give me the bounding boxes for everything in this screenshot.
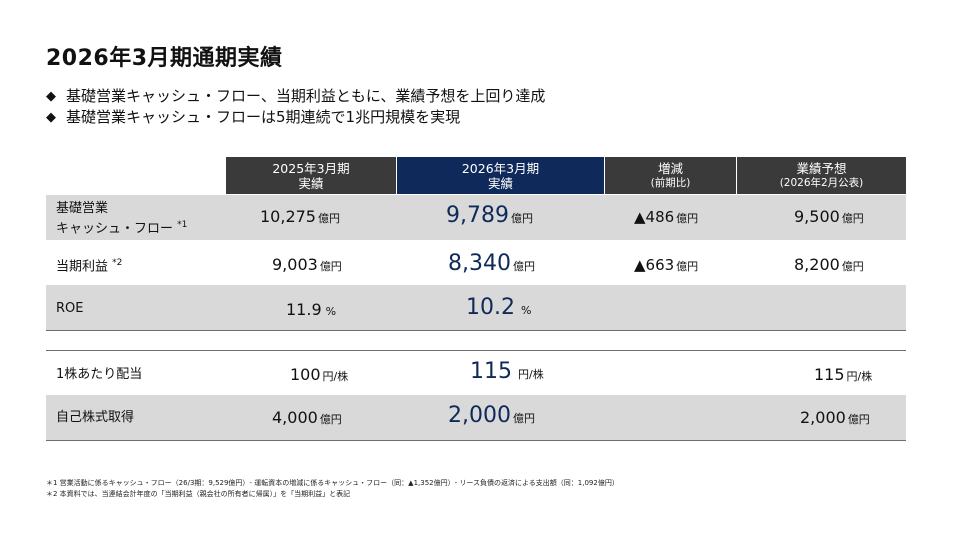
value-unit: 億円 <box>510 212 533 225</box>
value-curr: 9,789 億円 <box>446 203 533 228</box>
summary-bullets: ◆ 基礎営業キャッシュ・フロー、当期利益ともに、業績予想を上回り達成 ◆ 基礎営… <box>46 86 545 128</box>
value-number: 9,500 <box>794 207 840 226</box>
column-header-line2: (2026年2月公表) <box>779 176 864 189</box>
column-header-prev-year: 2025年3月期 実績 <box>226 157 396 194</box>
value-curr: 8,340 億円 <box>448 251 535 276</box>
value-unit: 円/株 <box>846 370 873 383</box>
value-curr: 10.2% <box>466 295 531 320</box>
value-prev: 9,003 億円 <box>272 255 342 274</box>
table-row-dividend: 1株あたり配当 100 円/株 115 円/株 115 円/株 <box>46 350 906 396</box>
value-prev: 11.9% <box>286 300 336 319</box>
value-unit: 億円 <box>512 412 535 425</box>
diamond-bullet-icon: ◆ <box>46 89 56 104</box>
value-prev: 10,275 億円 <box>260 207 340 226</box>
footnote-mark: *1 <box>177 220 188 230</box>
value-unit: 億円 <box>319 413 342 426</box>
row-label-line1: 基礎営業 <box>56 201 109 216</box>
value-forecast: 8,200 億円 <box>794 255 864 274</box>
value-unit: 億円 <box>841 212 864 225</box>
bullet-text: 基礎営業キャッシュ・フロー、当期利益ともに、業績予想を上回り達成 <box>66 87 546 105</box>
value-number: 2,000 <box>800 408 846 427</box>
column-header-forecast: 業績予想 (2026年2月公表) <box>737 157 906 194</box>
column-header-line1: 2025年3月期 <box>272 160 350 176</box>
column-header-line1: 業績予想 <box>796 160 847 176</box>
column-header-change: 増減 (前期比) <box>605 157 736 194</box>
value-unit: % <box>520 304 532 317</box>
footnote-2: ＊2 本資料では、当連結会計年度の「当期利益（親会社の所有者に帰属）」を「当期利… <box>46 490 351 498</box>
value-unit: 億円 <box>847 413 870 426</box>
bullet-item: ◆ 基礎営業キャッシュ・フローは5期連続で1兆円規模を実現 <box>46 107 545 128</box>
value-prev: 100 円/株 <box>290 365 348 384</box>
column-header-line1: 増減 <box>657 160 683 176</box>
footnote-1: ＊1 営業活動に係るキャッシュ・フロー（26/3期：9,529億円）- 運転資本… <box>46 479 619 487</box>
bullet-item: ◆ 基礎営業キャッシュ・フロー、当期利益ともに、業績予想を上回り達成 <box>46 86 545 107</box>
column-header-line1: 2026年3月期 <box>461 160 540 176</box>
value-unit: 億円 <box>676 260 699 273</box>
table-row-net-profit: 当期利益 *2 9,003 億円 8,340 億円 ▲663 億円 8,200 億円 <box>46 240 906 285</box>
value-curr: 2,000 億円 <box>448 403 535 428</box>
value-unit: 億円 <box>319 260 342 273</box>
column-header-line2: 実績 <box>487 175 513 191</box>
row-label-text: キャッシュ・フロー <box>56 221 174 237</box>
row-label-text: 当期利益 <box>56 259 109 275</box>
bullet-text: 基礎営業キャッシュ・フローは5期連続で1兆円規模を実現 <box>66 108 461 126</box>
row-label-line2: キャッシュ・フロー *1 <box>56 217 187 237</box>
value-number: ▲663 <box>634 256 675 274</box>
value-unit: 億円 <box>676 212 699 225</box>
table-row-share-buyback: 自己株式取得 4,000 億円 2,000 億円 2,000 億円 <box>46 395 906 441</box>
value-number: 8,340 <box>448 251 511 276</box>
value-unit: 億円 <box>512 260 535 273</box>
value-number: 8,200 <box>794 255 840 274</box>
diamond-bullet-icon: ◆ <box>46 110 56 125</box>
column-header-curr-year: 2026年3月期 実績 <box>397 157 604 194</box>
value-number: ▲486 <box>634 208 675 226</box>
value-prev: 4,000 億円 <box>272 408 342 427</box>
row-label: ROE <box>56 301 84 316</box>
value-number: 9,789 <box>446 203 509 228</box>
value-change: ▲663 億円 <box>634 256 698 274</box>
row-label: 基礎営業 キャッシュ・フロー *1 <box>56 201 187 237</box>
page-title: 2026年3月期通期実績 <box>46 46 283 71</box>
row-label: 自己株式取得 <box>56 410 135 425</box>
row-label: 1株あたり配当 <box>56 367 143 382</box>
value-change: ▲486 億円 <box>634 208 698 226</box>
table-row-roe: ROE 11.9% 10.2% <box>46 285 906 331</box>
value-unit: % <box>325 305 337 318</box>
value-number: 100 <box>290 365 321 384</box>
value-forecast: 9,500 億円 <box>794 207 864 226</box>
value-number: 4,000 <box>272 408 318 427</box>
value-unit: 億円 <box>841 260 864 273</box>
value-number: 10.2 <box>466 295 515 320</box>
value-number: 2,000 <box>448 403 511 428</box>
value-unit: 億円 <box>317 212 340 225</box>
row-label: 当期利益 *2 <box>56 255 122 275</box>
value-number: 11.9 <box>286 300 322 319</box>
value-number: 115 <box>814 365 845 384</box>
value-number: 9,003 <box>272 255 318 274</box>
value-number: 10,275 <box>260 207 316 226</box>
value-unit: 円/株 <box>518 368 544 381</box>
footnote-mark: *2 <box>112 258 123 268</box>
value-forecast: 115 円/株 <box>814 365 872 384</box>
table-row-operating-cf: 基礎営業 キャッシュ・フロー *1 10,275 億円 9,789 億円 ▲486 億… <box>46 195 906 240</box>
column-header-line2: (前期比) <box>650 176 691 189</box>
value-unit: 円/株 <box>322 370 349 383</box>
value-forecast: 2,000 億円 <box>800 408 870 427</box>
column-header-line2: 実績 <box>298 175 324 191</box>
value-number: 115 <box>470 359 512 384</box>
value-curr: 115 円/株 <box>470 359 544 384</box>
